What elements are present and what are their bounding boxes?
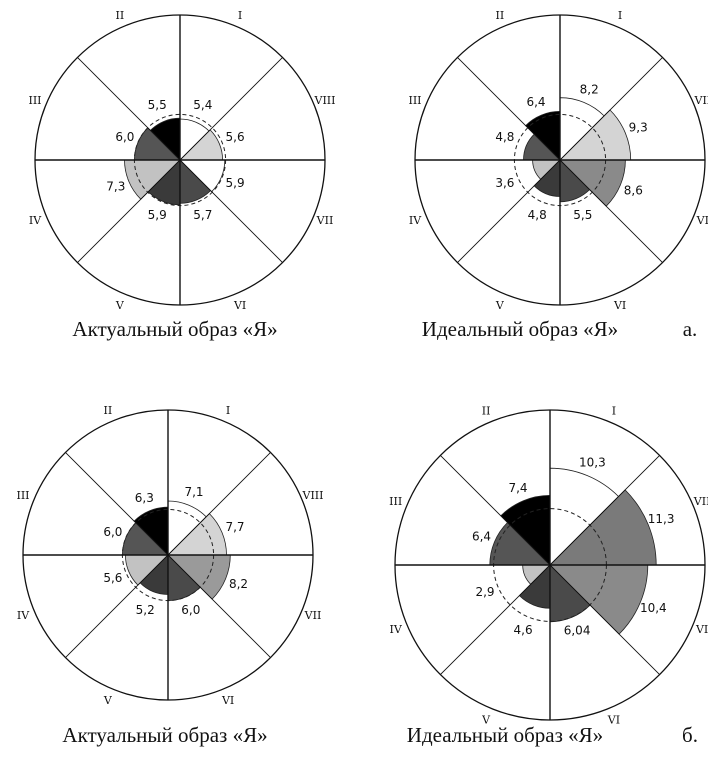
- value-label: 7,3: [106, 180, 125, 194]
- value-label: 9,3: [629, 121, 648, 135]
- value-label: 8,6: [624, 183, 643, 197]
- value-label: 5,6: [226, 130, 245, 144]
- sector-label: VI: [607, 713, 620, 726]
- axis-line: [65, 452, 271, 658]
- sector-I: [549, 467, 620, 566]
- sector-label: V: [481, 713, 491, 726]
- sector-label: VI: [613, 299, 626, 312]
- value-label: 3,6: [495, 176, 514, 190]
- value-label: 6,4: [472, 530, 491, 544]
- sector-label: VII: [304, 609, 322, 622]
- sector-label: III: [28, 94, 41, 107]
- row-label: б.: [682, 723, 698, 747]
- sector-label: IV: [29, 214, 42, 227]
- value-label: 5,9: [226, 176, 245, 190]
- sector-label: VIII: [314, 94, 336, 107]
- sector-VII: [549, 564, 649, 635]
- value-label: 5,6: [103, 571, 122, 585]
- sector-label: II: [104, 404, 113, 417]
- sector-label: I: [226, 404, 230, 417]
- axis-line: [457, 57, 663, 263]
- sector-label: V: [495, 299, 505, 312]
- sector-label: VI: [221, 694, 234, 707]
- value-label: 6,0: [103, 525, 122, 539]
- value-label: 6,0: [181, 603, 200, 617]
- sector-label: VIII: [693, 495, 708, 508]
- value-label: 5,5: [573, 208, 592, 222]
- row-label: а.: [683, 317, 698, 341]
- sector-label: VII: [695, 623, 708, 636]
- value-label: 7,4: [508, 481, 527, 495]
- value-label: 6,3: [135, 491, 154, 505]
- axis-line: [77, 57, 283, 263]
- sector-label: VIII: [694, 94, 708, 107]
- sector-label: II: [116, 9, 125, 22]
- polar-chart-2: 8,26,44,83,64,85,58,69,3IIIIIIIVVVIVIIVI…: [408, 9, 708, 341]
- sector-label: I: [618, 9, 622, 22]
- value-label: 6,4: [526, 95, 545, 109]
- chart-caption: Актуальный образ «Я»: [62, 723, 267, 747]
- sector-VIII: [549, 489, 657, 566]
- value-label: 5,9: [148, 208, 167, 222]
- sector-label: VII: [316, 214, 334, 227]
- sector-label: IV: [409, 214, 422, 227]
- sector-label: V: [115, 299, 125, 312]
- value-label: 4,6: [514, 623, 533, 637]
- chart-caption: Идеальный образ «Я»: [422, 317, 618, 341]
- sector-label: II: [496, 9, 505, 22]
- sector-label: II: [482, 405, 491, 418]
- sector-label: IV: [390, 623, 403, 636]
- sector-label: I: [238, 9, 242, 22]
- value-label: 7,7: [225, 520, 244, 534]
- chart-caption: Идеальный образ «Я»: [407, 723, 603, 747]
- sector-label: I: [612, 405, 616, 418]
- sector-label: III: [389, 495, 402, 508]
- sector-label: V: [103, 694, 113, 707]
- sector-label: VII: [696, 214, 708, 227]
- value-label: 8,2: [229, 577, 248, 591]
- sector-label: III: [16, 489, 29, 502]
- sector-label: VIII: [302, 489, 324, 502]
- axis-line: [440, 455, 660, 675]
- sector-label: VI: [233, 299, 246, 312]
- value-label: 11,3: [648, 512, 675, 526]
- value-label: 5,5: [148, 98, 167, 112]
- value-label: 8,2: [580, 83, 599, 97]
- value-label: 6,0: [115, 130, 134, 144]
- value-label: 6,04: [564, 623, 591, 637]
- value-label: 10,3: [579, 456, 606, 470]
- value-label: 5,2: [136, 603, 155, 617]
- value-label: 5,7: [193, 208, 212, 222]
- chart-caption: Актуальный образ «Я»: [72, 317, 277, 341]
- value-label: 2,9: [475, 585, 494, 599]
- sector-label: III: [408, 94, 421, 107]
- value-label: 4,8: [528, 208, 547, 222]
- value-label: 7,1: [184, 485, 203, 499]
- value-label: 4,8: [495, 130, 514, 144]
- value-label: 10,4: [640, 601, 667, 615]
- value-label: 5,4: [193, 98, 212, 112]
- sector-label: IV: [17, 609, 30, 622]
